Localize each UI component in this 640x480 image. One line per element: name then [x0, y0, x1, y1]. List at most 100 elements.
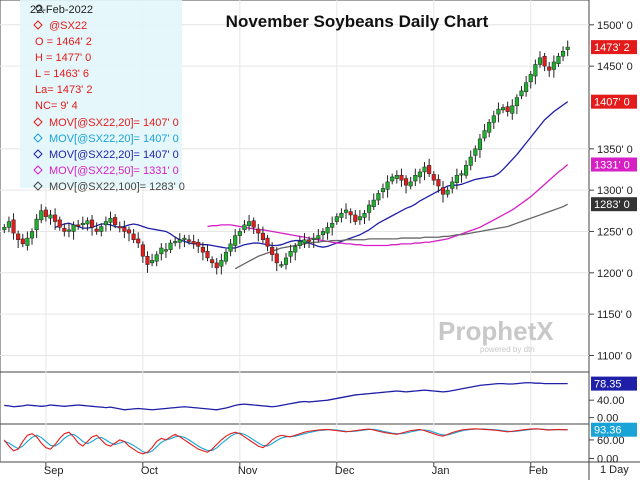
candle-body: [528, 74, 533, 83]
candle-body: [468, 156, 473, 166]
candle-body: [163, 249, 168, 252]
candle-body: [445, 189, 450, 195]
candle-body: [371, 199, 376, 207]
candle-body: [542, 55, 547, 67]
candle-body: [325, 227, 330, 234]
candle-body: [551, 61, 556, 70]
ma-line: [54, 101, 569, 249]
candle-body: [223, 251, 229, 262]
candle-body: [376, 193, 381, 201]
candle-body: [394, 175, 399, 179]
y-tick-label: 1100' 0: [597, 350, 632, 362]
candle-body: [297, 241, 302, 246]
candle-body: [191, 241, 196, 245]
watermark-brand: ProphetX: [438, 316, 554, 346]
candle-body: [196, 241, 201, 247]
price-tag: [591, 157, 637, 172]
y-tick-label: 1300' 0: [597, 185, 633, 197]
ohlc-label: H = 1477' 0: [35, 52, 91, 64]
y-tick-label: 1150' 0: [597, 309, 632, 321]
candle-body: [385, 181, 390, 190]
chart-title: November Soybeans Daily Chart: [226, 12, 489, 31]
legend-box: [20, 0, 182, 188]
candle-body: [330, 222, 335, 228]
candle-body: [556, 55, 561, 64]
candle-body: [126, 229, 132, 234]
p3-value-label: 93.36: [594, 425, 622, 437]
candle-body: [427, 165, 432, 174]
candle-body: [390, 176, 395, 182]
candle-body: [71, 224, 76, 232]
candle-body: [237, 231, 242, 236]
candle-body: [316, 235, 321, 240]
x-tick-label: Dec: [335, 465, 355, 477]
p2-value-tag: [591, 376, 637, 391]
candle-body: [159, 247, 164, 255]
candle-body: [228, 243, 233, 252]
candle-body: [408, 181, 413, 187]
legend-entry: MOV[@SX22,50]= 1331' 0: [49, 165, 179, 177]
candle-body: [214, 262, 219, 269]
candle-body: [519, 90, 524, 97]
candle-body: [454, 175, 459, 183]
candle-body: [16, 233, 21, 240]
magnifier-icon[interactable]: [35, 4, 45, 14]
y-tick-label: 1500' 0: [597, 20, 633, 32]
x-tick-label: Oct: [141, 465, 158, 477]
time-axis: Sep Oct Nov Dec Jan Feb: [44, 462, 548, 477]
legend-symbol: @SX22: [49, 20, 87, 32]
candle-body: [510, 105, 515, 114]
candle-body: [283, 257, 289, 265]
candle-body: [205, 251, 210, 259]
candle-body: [440, 187, 446, 195]
price-tag: [591, 197, 637, 212]
candle-body: [450, 181, 455, 189]
ma-line: [207, 164, 569, 247]
candle-body: [251, 220, 256, 228]
candle-body: [94, 228, 99, 232]
candle-body: [431, 174, 436, 181]
candles: [2, 40, 570, 275]
candle-body: [43, 209, 48, 217]
diamond-icon: [33, 117, 43, 127]
price-tag: [591, 40, 637, 55]
candle-body: [459, 173, 464, 176]
candle-body: [76, 224, 81, 227]
watermark: ProphetX powered by dtn: [438, 316, 554, 354]
legend-items: @SX22 O = 1464' 2 H = 1477' 0 L = 1463' 6 La…: [33, 20, 185, 193]
candle-body: [399, 175, 404, 181]
candle-body: [168, 242, 173, 250]
y-tick-label: 1350' 0: [597, 144, 633, 156]
price-tag-label: 1473' 2: [594, 42, 630, 54]
legend-entry: MOV[@SX22,100]= 1283' 0: [49, 181, 185, 193]
x-tick-label: Nov: [238, 465, 258, 477]
p2-tick-label: 0.00: [597, 413, 618, 425]
x-tick-label: Jan: [432, 465, 450, 477]
candle-body: [260, 232, 265, 240]
price-tags: 1473' 2 1407' 0 1331' 0 1283' 0: [591, 40, 637, 212]
candle-body: [380, 188, 386, 193]
interval-label[interactable]: 1 Day: [600, 464, 629, 476]
candle-body: [25, 237, 30, 246]
candle-body: [2, 227, 7, 231]
candle-body: [200, 246, 205, 253]
candle-body: [186, 239, 192, 242]
candle-body: [177, 239, 182, 243]
candle-body: [117, 226, 122, 229]
indicator-1-plot: 40.00 0.00 78.35: [4, 376, 637, 425]
candle-body: [182, 237, 187, 240]
candle-body: [279, 264, 284, 267]
ohlc-label: NC= 9' 4: [35, 100, 78, 112]
ohlc-label: L = 1463' 6: [35, 68, 89, 80]
candle-body: [48, 214, 53, 219]
candle-body: [89, 219, 95, 228]
candle-body: [274, 253, 279, 264]
legend-entry: MOV[@SX22,20]= 1407' 0: [49, 117, 179, 129]
p2-line: [4, 382, 568, 411]
diamond-icon: [33, 20, 43, 30]
candle-body: [436, 179, 441, 187]
p2-value-label: 78.35: [594, 379, 622, 391]
candle-body: [362, 213, 367, 218]
candle-body: [136, 238, 141, 244]
p3-value-tag: [591, 422, 637, 437]
